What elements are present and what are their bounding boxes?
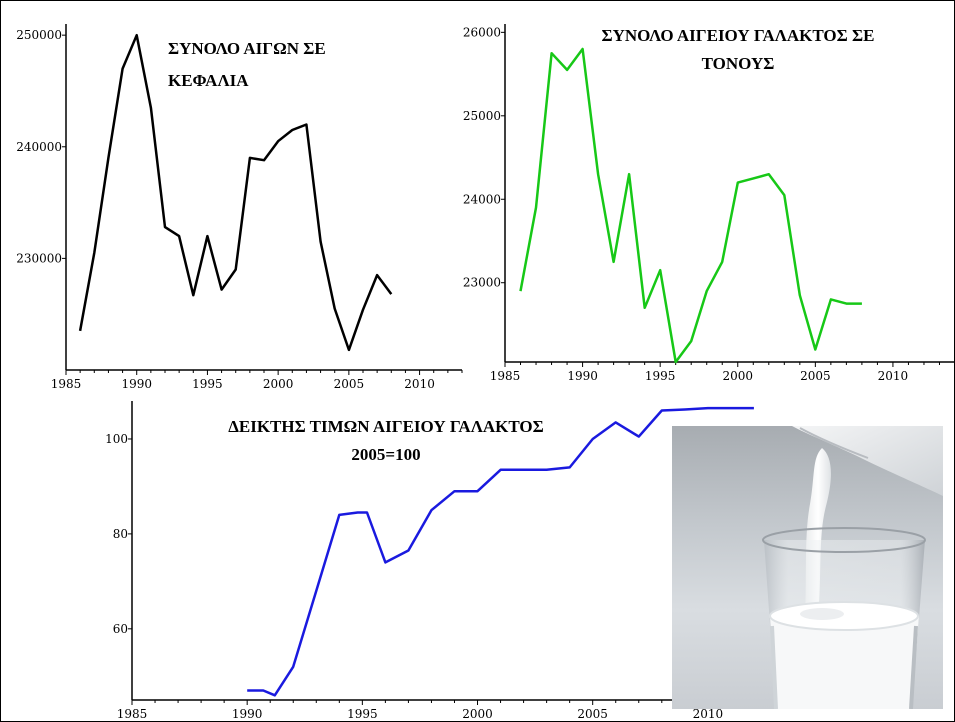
milk-tonnes-chart-title-line-2: ΤΟΝΟΥΣ (702, 54, 775, 73)
milk-tonnes-x-tick-label: 1985 (490, 369, 521, 383)
milk-tonnes-y-tick-label: 23000 (463, 276, 501, 290)
goats-series-line (78, 33, 393, 352)
price-index-y-tick-label: 60 (113, 622, 128, 636)
price-index-chart: ΔΕΙΚΤΗΣ ΤΙΜΩΝ ΑΙΓΕΙΟΥ ΓΑΛΑΚΤΟΣ 2005=100 … (105, 401, 801, 721)
milk-tonnes-chart: ΣΥΝΟΛΟ ΑΙΓΕΙΟΥ ΓΑΛΑΚΤΟΣ ΣΕ ΤΟΝΟΥΣ 1985 19… (463, 24, 955, 383)
goats-chart: ΣΥΝΟΛΟ ΑΙΓΩΝ ΣΕ ΚΕΦΑΛΙΑ 1985 1990 1995 2000… (16, 24, 463, 391)
goats-x-tick-label: 2000 (263, 377, 294, 391)
price-index-x-tick-label: 2000 (462, 707, 493, 721)
milk-tonnes-x-tick-label: 2000 (722, 369, 753, 383)
price-index-x-tick-label: 2010 (693, 707, 724, 721)
milk-tonnes-series-line (519, 47, 862, 364)
price-index-chart-title-line-1: ΔΕΙΚΤΗΣ ΤΙΜΩΝ ΑΙΓΕΙΟΥ ΓΑΛΑΚΤΟΣ (228, 417, 544, 436)
price-index-x-tick-label: 1990 (232, 707, 263, 721)
price-index-series-line (247, 406, 754, 697)
goats-y-tick-label: 240000 (16, 140, 62, 154)
milk-tonnes-x-tick-label: 1990 (567, 369, 598, 383)
goats-y-tick-label: 230000 (16, 251, 62, 265)
goats-chart-title-line-1: ΣΥΝΟΛΟ ΑΙΓΩΝ ΣΕ (168, 39, 326, 58)
price-index-y-tick-label: 80 (113, 527, 128, 541)
goats-x-tick-label: 2010 (404, 377, 435, 391)
goats-y-tick-label: 250000 (16, 28, 62, 42)
milk-tonnes-chart-title-line-1: ΣΥΝΟΛΟ ΑΙΓΕΙΟΥ ΓΑΛΑΚΤΟΣ ΣΕ (602, 26, 875, 45)
milk-tonnes-y-tick-label: 26000 (463, 25, 501, 39)
milk-tonnes-y-tick-label: 24000 (463, 192, 501, 206)
milk-tonnes-x-tick-label: 1995 (645, 369, 676, 383)
price-index-x-tick-label: 2005 (577, 707, 608, 721)
goats-x-tick-label: 1995 (192, 377, 223, 391)
price-index-y-tick-label: 100 (105, 432, 128, 446)
milk-tonnes-x-tick-label: 2005 (800, 369, 831, 383)
milk-tonnes-y-tick-label: 25000 (463, 109, 501, 123)
price-index-chart-title-line-2: 2005=100 (351, 445, 420, 464)
goats-x-tick-label: 2005 (334, 377, 365, 391)
goats-x-tick-label: 1990 (121, 377, 152, 391)
milk-tonnes-x-tick-label: 2010 (878, 369, 909, 383)
goats-chart-title-line-2: ΚΕΦΑΛΙΑ (168, 71, 249, 90)
price-index-x-tick-label: 1985 (117, 707, 148, 721)
milk-pouring-photo (672, 426, 943, 709)
price-index-x-tick-label: 1995 (347, 707, 378, 721)
goats-x-tick-label: 1985 (51, 377, 82, 391)
